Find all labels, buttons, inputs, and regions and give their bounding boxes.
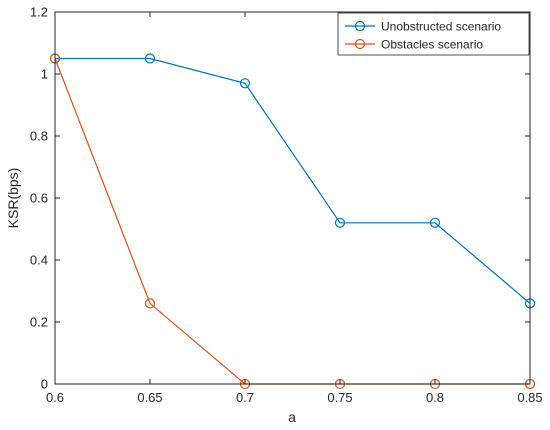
plot-area <box>55 12 530 384</box>
data-point-s0-1 <box>144 53 156 64</box>
series-line-0 <box>55 57 531 304</box>
x-tick-label: 0.6 <box>46 390 64 405</box>
x-tick-label: 0.7 <box>236 390 254 405</box>
y-tick-label: 0 <box>41 377 48 392</box>
y-axis-label: KSR(bps) <box>5 168 21 229</box>
data-point-s0-2 <box>239 78 251 89</box>
y-tick-label: 0.4 <box>30 253 48 268</box>
axis-ticks: 0.6 0.65 0.7 0.75 0.8 0.85 0 0.2 0.4 0.6 0.8 1 1.2 <box>30 5 543 406</box>
x-tick-label: 0.8 <box>426 390 444 405</box>
y-tick-label: 1 <box>41 67 48 82</box>
x-tick-label: 0.75 <box>327 390 352 405</box>
legend: Unobstructed scenario Obstacles scenario <box>337 12 530 56</box>
legend-label-1: Obstacles scenario <box>381 38 483 52</box>
data-point-s0-3 <box>334 217 346 228</box>
y-tick-label: 0.8 <box>30 129 48 144</box>
x-axis-label: a <box>288 409 296 425</box>
legend-marker-1 <box>354 38 366 50</box>
x-tick-label: 0.85 <box>517 390 542 405</box>
legend-label-0: Unobstructed scenario <box>381 20 501 34</box>
data-point-s1-1 <box>144 298 156 309</box>
legend-marker-0 <box>354 20 366 32</box>
legend-box <box>337 12 530 56</box>
y-tick-label: 1.2 <box>30 5 48 20</box>
y-tick-label: 0.6 <box>30 191 48 206</box>
x-tick-label: 0.65 <box>137 390 162 405</box>
y-tick-label: 0.2 <box>30 315 48 330</box>
data-point-s0-4 <box>429 217 441 228</box>
